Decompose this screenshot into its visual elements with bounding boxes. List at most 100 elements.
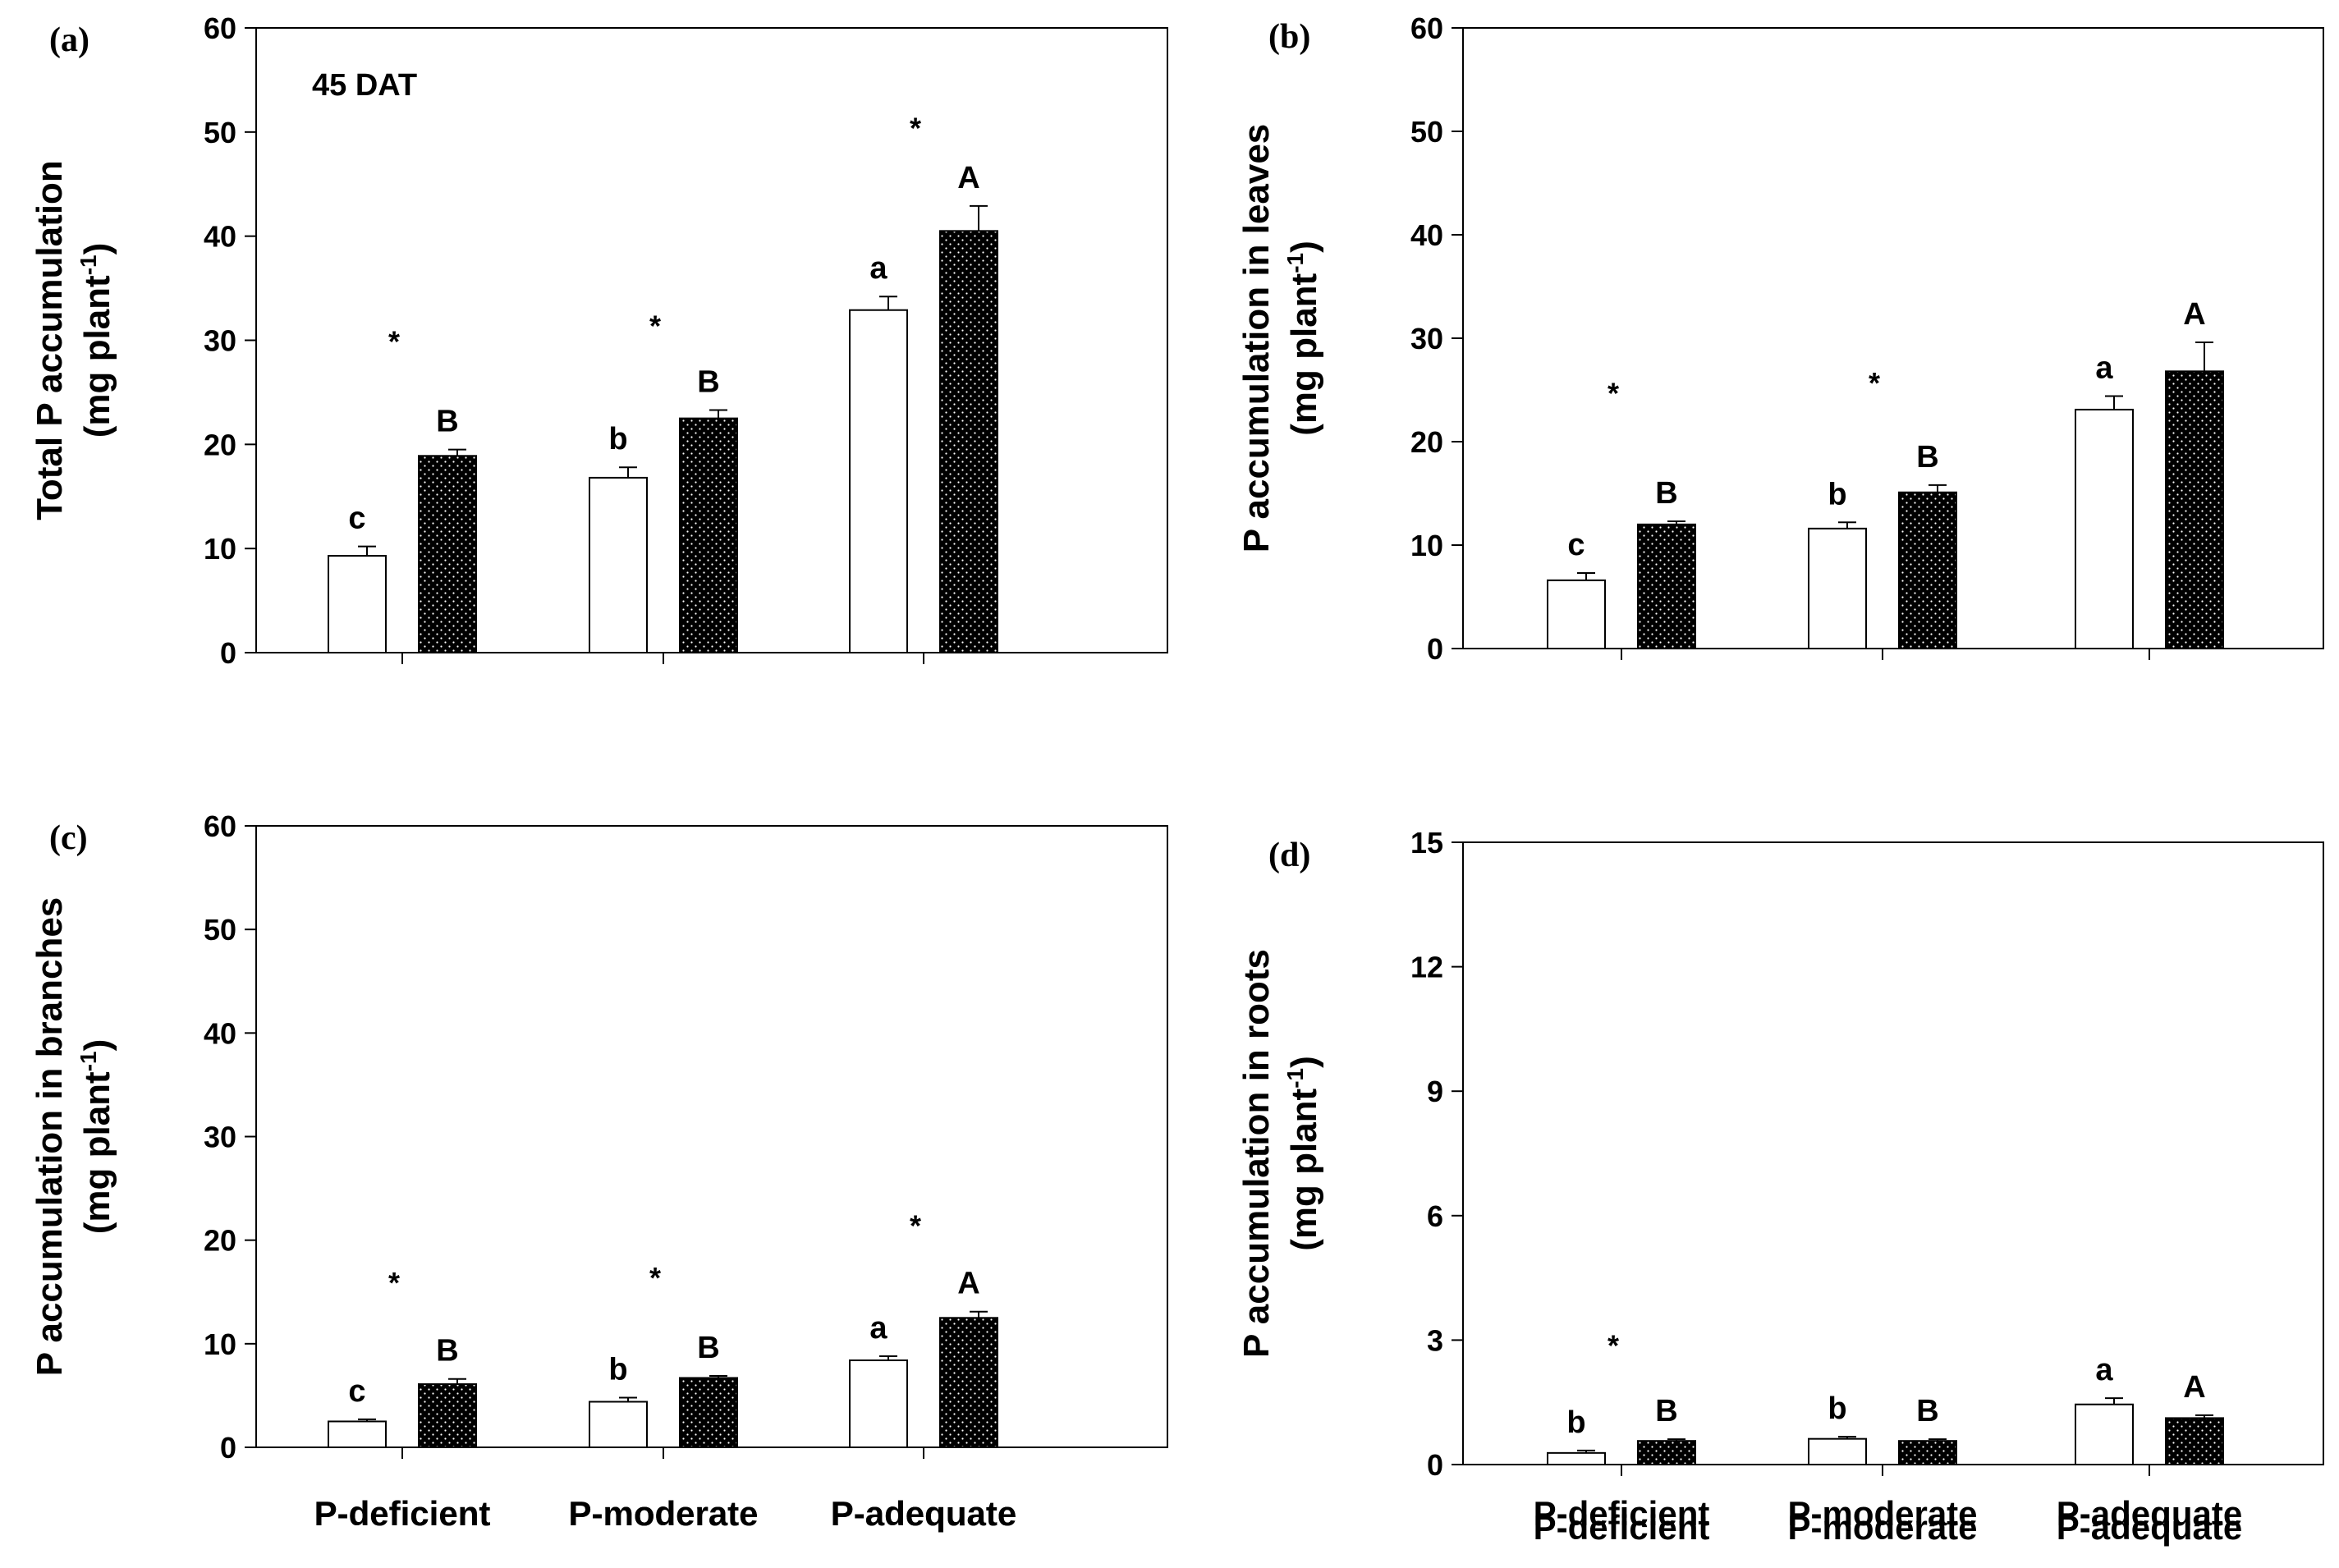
y-tick-label: 30	[204, 324, 236, 358]
y-tick-label: 30	[1410, 322, 1443, 355]
bar-open	[1547, 1451, 1606, 1466]
significance-letter: c	[1567, 528, 1585, 562]
category-label: P-moderate	[1787, 1494, 1977, 1533]
bar-dotted	[418, 455, 477, 653]
bar-open	[1808, 1437, 1867, 1465]
y-tick-label: 12	[1410, 951, 1443, 984]
significance-letter: B	[436, 1334, 458, 1369]
significance-letter: B	[1916, 1394, 1938, 1428]
bar-dotted	[679, 1377, 738, 1449]
bar-dotted	[1637, 523, 1696, 649]
category-label: P-deficient	[1534, 1508, 1710, 1547]
y-axis-label: P accumulation in leaves	[1236, 124, 1277, 553]
significance-letter: c	[348, 502, 365, 536]
significance-letter: A	[2183, 297, 2205, 332]
y-tick-label: 20	[1410, 425, 1443, 459]
category-label: P-adequate	[2057, 1494, 2242, 1533]
y-tick-label: 40	[204, 1016, 236, 1050]
y-tick-label: 0	[220, 636, 236, 670]
panel-label: (c)	[49, 819, 88, 857]
significance-letter: a	[2095, 351, 2113, 386]
significance-star: *	[1607, 377, 1619, 410]
y-axis-label: P accumulation in roots	[1236, 949, 1277, 1358]
category-label: P-moderate	[1787, 1508, 1977, 1547]
panel-annotation: 45 DAT	[312, 68, 417, 103]
y-axis-unit: (mg plant-1)	[1282, 241, 1324, 436]
bar-open	[849, 309, 908, 653]
bar-dotted	[939, 1317, 998, 1448]
y-tick-label: 40	[1410, 218, 1443, 252]
y-tick-label: 0	[220, 1431, 236, 1465]
category-label: P-adequate	[831, 1494, 1016, 1533]
bar-dotted	[1637, 1440, 1696, 1466]
category-label: P-moderate	[568, 1494, 758, 1533]
bar-dotted	[418, 1383, 477, 1448]
panel-d: 0 3 6 9 12 15 P-deficient P-moderate P-adequate b…	[1236, 826, 2324, 1547]
bar-open	[2075, 1403, 2134, 1466]
y-tick-label: 20	[204, 428, 236, 461]
y-tick-label: 10	[204, 532, 236, 566]
bar-open	[2075, 408, 2134, 649]
significance-star: *	[649, 309, 661, 342]
y-tick-label: 20	[204, 1224, 236, 1258]
y-tick-label: 50	[204, 116, 236, 149]
significance-letter: A	[957, 161, 979, 195]
bar-open	[328, 1420, 387, 1449]
bar-open	[328, 555, 387, 653]
significance-star: *	[1869, 366, 1880, 400]
category-label: P-adequate	[2057, 1508, 2242, 1547]
y-tick-label: 0	[1427, 632, 1443, 666]
bar-dotted	[1898, 491, 1957, 649]
y-tick-label: 15	[1410, 826, 1443, 860]
bar-open	[589, 1401, 648, 1449]
panel-label: (b)	[1268, 18, 1310, 56]
significance-letter: B	[1916, 440, 1938, 475]
y-tick-label: 60	[1410, 11, 1443, 45]
bar-dotted	[939, 230, 998, 653]
bar-dotted	[679, 417, 738, 653]
significance-star: *	[910, 111, 921, 144]
plot-frame	[1462, 841, 2324, 1465]
y-axis-label: Total P accumulation	[30, 160, 70, 520]
category-label: P-deficient	[314, 1494, 491, 1533]
significance-letter: a	[2095, 1353, 2113, 1387]
significance-star: *	[649, 1261, 661, 1295]
panel-label: (a)	[49, 21, 89, 59]
y-tick-label: 40	[204, 220, 236, 254]
bar-open	[589, 476, 648, 653]
category-label: P-moderate	[568, 1494, 758, 1533]
significance-letter: b	[608, 422, 627, 456]
y-tick-label: 6	[1427, 1199, 1443, 1233]
significance-star: *	[1607, 1328, 1619, 1362]
significance-letter: a	[869, 251, 887, 286]
bar-open	[849, 1359, 908, 1449]
significance-letter: B	[697, 1331, 719, 1365]
bar-dotted	[2165, 1417, 2224, 1466]
significance-letter: A	[957, 1267, 979, 1301]
significance-letter: B	[697, 364, 719, 399]
y-tick-label: 9	[1427, 1075, 1443, 1108]
bar-dotted	[1898, 1440, 1957, 1466]
panel-label: (d)	[1268, 837, 1310, 874]
significance-star: *	[388, 1266, 400, 1300]
significance-letter: b	[1828, 477, 1846, 511]
significance-letter: B	[1655, 476, 1677, 511]
significance-letter: b	[608, 1352, 627, 1387]
y-tick-label: 30	[204, 1121, 236, 1154]
y-tick-label: 50	[204, 913, 236, 947]
category-label: P-adequate	[831, 1494, 1016, 1533]
significance-letter: b	[1566, 1405, 1585, 1440]
significance-letter: A	[2183, 1370, 2205, 1405]
y-tick-label: 10	[204, 1327, 236, 1361]
significance-letter: B	[436, 405, 458, 439]
y-tick-label: 60	[204, 11, 236, 45]
bar-dotted	[2165, 370, 2224, 649]
bar-open	[1547, 579, 1606, 650]
category-label: P-deficient	[314, 1494, 491, 1533]
y-axis-unit: (mg plant-1)	[76, 1039, 117, 1235]
significance-star: *	[388, 325, 400, 359]
y-axis-label: P accumulation in branches	[30, 897, 70, 1377]
panel-a: 0 10 20 30 40 50 60 P-deficient P-moderate P-adeq…	[30, 11, 1168, 1533]
